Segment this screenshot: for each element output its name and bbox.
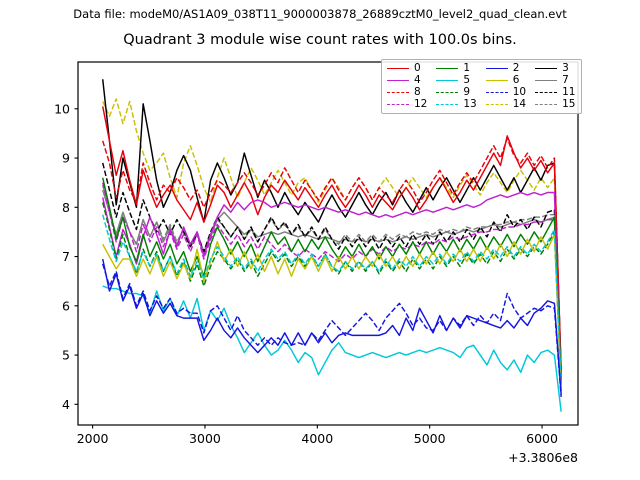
x-tick-label: 2000	[77, 431, 109, 446]
series-line-4	[102, 191, 562, 385]
legend-item-14[interactable]: 14	[485, 98, 527, 110]
legend-label-10: 10	[512, 86, 527, 98]
legend-item-13[interactable]: 13	[436, 98, 477, 110]
series-line-11	[102, 162, 562, 383]
legend-label-3: 3	[562, 62, 569, 74]
y-tick-label: 6	[62, 298, 70, 313]
series-line-12	[102, 182, 562, 393]
legend-label-4: 4	[414, 74, 421, 86]
legend-item-11[interactable]: 11	[535, 86, 576, 98]
x-tick-label: 5000	[414, 431, 446, 446]
x-axis-offset-text: +3.3806e8	[508, 450, 578, 465]
legend-item-9[interactable]: 9	[436, 87, 476, 98]
y-tick-label: 9	[62, 151, 70, 166]
legend-item-8[interactable]: 8	[387, 87, 427, 98]
legend-item-15[interactable]: 15	[535, 98, 576, 110]
series-line-10	[102, 263, 562, 397]
legend-item-4[interactable]: 4	[387, 75, 427, 86]
y-tick-label: 4	[62, 397, 70, 412]
page-title: Quadrant 3 module wise count rates with …	[123, 32, 517, 48]
y-tick-label: 8	[62, 200, 70, 215]
series-line-13	[102, 214, 562, 385]
legend-item-10[interactable]: 10	[485, 86, 527, 98]
legend-label-12: 12	[414, 98, 428, 110]
series-line-8	[102, 137, 562, 373]
axis-ticks: 2000 3000 4000 5000 6000 4 5 6 7 8 9 10	[54, 101, 558, 446]
x-tick-label: 4000	[301, 431, 333, 446]
legend-item-7[interactable]: 7	[535, 75, 575, 86]
legend-item-1[interactable]: 1	[436, 63, 476, 74]
y-tick-label: 10	[54, 101, 70, 116]
legend-swatch-8	[387, 92, 409, 93]
series-line-3	[101, 79, 562, 370]
legend-label-13: 13	[463, 98, 477, 110]
legend-item-2[interactable]: 2	[485, 62, 526, 74]
legend-label-1: 1	[463, 62, 471, 74]
legend-swatch-2	[485, 68, 508, 69]
legend-swatch-9	[436, 92, 459, 93]
legend-item-5[interactable]: 5	[436, 75, 476, 86]
figure-suptitle: Data file: modeM0/AS1A09_038T11_90000038…	[73, 7, 567, 21]
legend-swatch-11	[535, 92, 558, 93]
legend-label-8: 8	[414, 86, 421, 98]
legend-swatch-3	[535, 68, 558, 69]
legend-swatch-1	[436, 68, 459, 69]
legend-label-7: 7	[562, 74, 569, 86]
legend-item-0[interactable]: 0	[387, 63, 427, 74]
y-tick-label: 5	[62, 348, 70, 363]
legend-label-5: 5	[463, 74, 471, 86]
legend-swatch-0	[387, 68, 409, 69]
legend[interactable]: 0 1 2 3 4 5 6 7 8 9 10 11 12 13 14 15	[381, 59, 582, 114]
legend-label-0: 0	[414, 62, 421, 74]
x-tick-label: 6000	[526, 431, 558, 446]
legend-swatch-6	[485, 80, 508, 81]
legend-label-14: 14	[512, 98, 527, 110]
legend-label-2: 2	[512, 62, 520, 74]
legend-label-9: 9	[463, 86, 471, 98]
series-line-2	[102, 258, 562, 395]
legend-label-6: 6	[512, 74, 520, 86]
x-tick-label: 3000	[189, 431, 221, 446]
series-line-1	[102, 177, 562, 380]
legend-swatch-13	[436, 104, 459, 105]
series-line-9	[102, 202, 562, 388]
axes-frame	[77, 61, 579, 426]
legend-swatch-4	[387, 80, 409, 81]
legend-item-3[interactable]: 3	[535, 63, 575, 74]
legend-item-12[interactable]: 12	[387, 99, 427, 110]
series-line-14	[102, 98, 562, 380]
data-lines	[101, 79, 562, 412]
legend-label-15: 15	[562, 98, 576, 110]
series-line-0	[102, 106, 562, 375]
legend-swatch-14	[485, 104, 508, 105]
legend-swatch-10	[485, 92, 508, 93]
legend-label-11: 11	[562, 86, 576, 98]
legend-item-6[interactable]: 6	[485, 74, 526, 86]
legend-swatch-5	[436, 80, 459, 81]
legend-swatch-15	[535, 104, 558, 105]
legend-swatch-7	[535, 80, 558, 81]
y-tick-label: 7	[62, 249, 70, 264]
series-line-6	[102, 233, 562, 390]
legend-swatch-12	[387, 104, 409, 105]
